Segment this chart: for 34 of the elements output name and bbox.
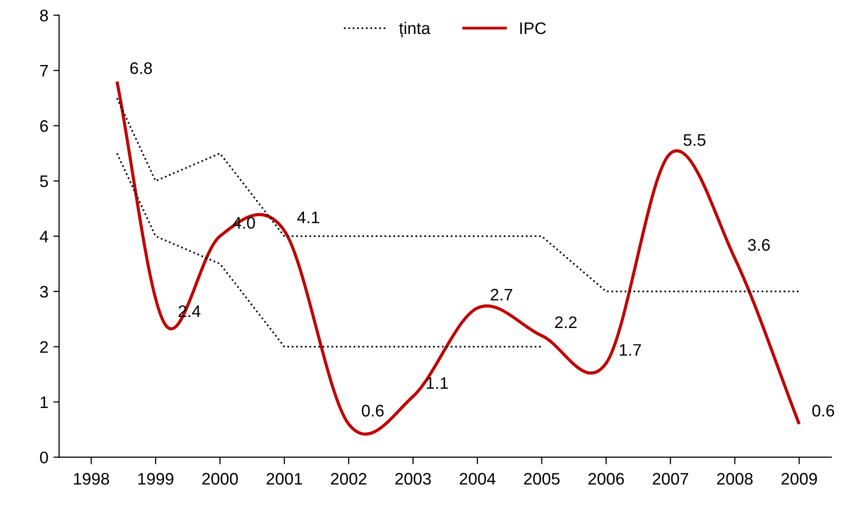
data-label: 6.8 [130, 62, 152, 74]
x-tick-label: 2000 [202, 472, 238, 485]
x-tick-label: 2003 [395, 472, 431, 485]
y-tick-label: 8 [40, 10, 48, 22]
x-tick-label: 2007 [652, 472, 688, 485]
data-label: 5.5 [684, 134, 706, 146]
data-label: 0.6 [362, 404, 384, 417]
y-tick-label: 4 [40, 230, 48, 242]
data-label: 2.2 [555, 316, 577, 328]
y-tick-label: 5 [40, 176, 48, 188]
data-label: 1.7 [620, 344, 641, 356]
y-tick-label: 2 [40, 341, 48, 353]
x-tick-label: 2004 [460, 472, 496, 485]
line-series [116, 152, 543, 348]
y-tick-label: 6 [40, 120, 48, 132]
y-tick-label: 7 [40, 65, 48, 77]
legend-label: ținta [399, 22, 430, 38]
x-tick-label: 2009 [781, 472, 817, 485]
y-tick-label: 3 [40, 286, 48, 298]
x-tick-label: 2001 [266, 472, 302, 485]
x-tick-label: 1998 [74, 472, 110, 485]
legend-label: IPC [520, 22, 546, 34]
x-tick-label: 2006 [588, 472, 624, 485]
x-tick-label: 2008 [717, 472, 753, 485]
data-label: 3.6 [748, 239, 770, 251]
data-label: 1.1 [426, 377, 448, 389]
data-label: 0.6 [812, 404, 834, 417]
x-tick-label: 2002 [330, 472, 366, 485]
x-tick-label: 1999 [138, 472, 174, 485]
data-label: 4.1 [297, 212, 320, 224]
y-tick-label: 0 [40, 452, 48, 464]
data-label: 2.7 [490, 288, 512, 300]
y-tick-label: 1 [40, 396, 48, 408]
x-tick-label: 2005 [524, 472, 560, 485]
